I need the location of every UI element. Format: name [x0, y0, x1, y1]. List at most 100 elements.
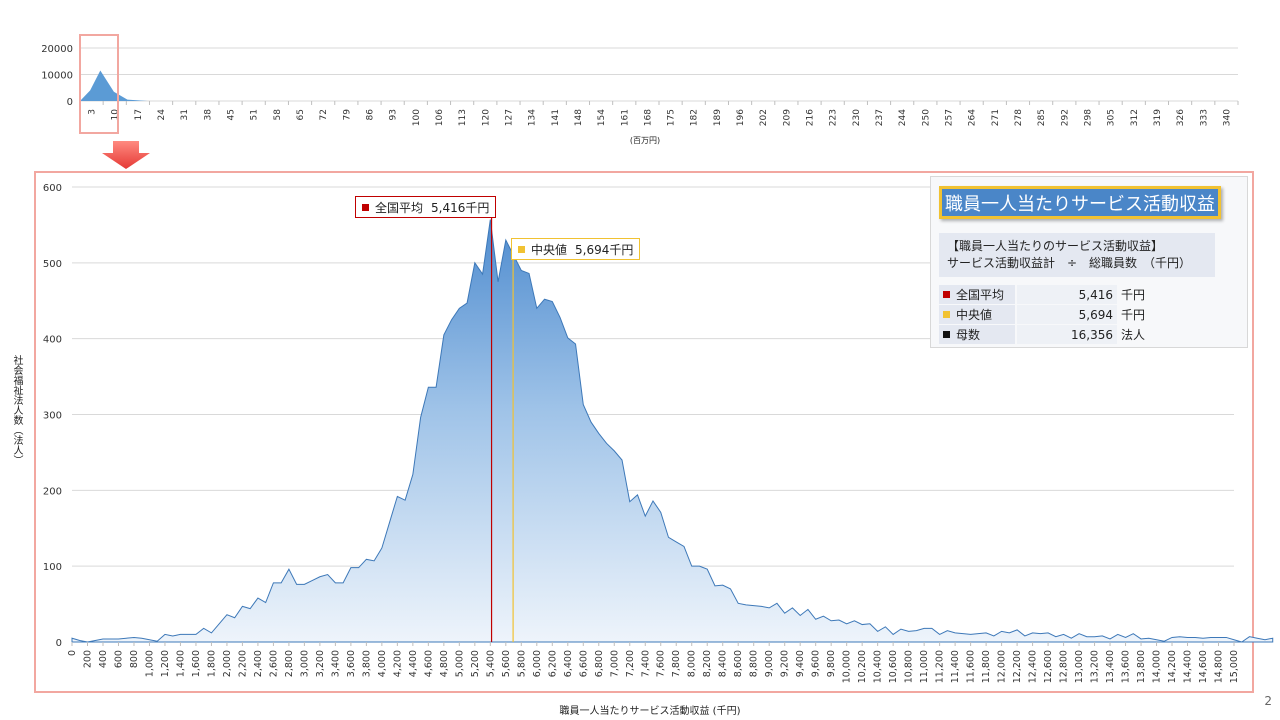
- overview-x-tick-label: 24: [157, 109, 167, 121]
- detail-x-tick-label: 4,800: [439, 650, 450, 677]
- overview-x-tick-label: 340: [1222, 109, 1232, 126]
- stat-label: 中央値: [956, 308, 993, 322]
- detail-x-tick-label: 2,000: [222, 650, 233, 677]
- overview-x-tick-label: 264: [968, 109, 978, 126]
- detail-x-tick-label: 10,800: [904, 650, 915, 683]
- detail-x-tick-label: 2,200: [237, 650, 248, 677]
- stat-unit: 千円: [1121, 308, 1146, 322]
- detail-x-tick-label: 1,000: [144, 650, 155, 677]
- overview-x-tick-label: 216: [806, 109, 816, 126]
- detail-x-tick-label: 9,600: [811, 650, 822, 677]
- overview-x-tick-label: 65: [296, 109, 306, 120]
- detail-x-tick-label: 13,000: [1074, 650, 1085, 683]
- detail-x-tick-label: 9,200: [780, 650, 791, 677]
- overview-x-tick-label: 72: [319, 109, 329, 120]
- detail-x-tick-label: 1,600: [191, 650, 202, 677]
- detail-x-tick-label: 6,800: [594, 650, 605, 677]
- detail-x-tick-label: 13,800: [1136, 650, 1147, 683]
- stat-row-mean: 全国平均 5,416 千円: [939, 285, 1239, 304]
- detail-x-tick-label: 8,400: [718, 650, 729, 677]
- formula-line-1: 【職員一人当たりのサービス活動収益】: [947, 239, 1164, 253]
- overview-x-tick-label: 312: [1130, 109, 1140, 126]
- overview-x-tick-label: 154: [597, 109, 607, 126]
- detail-x-tick-label: 15,000: [1229, 650, 1240, 683]
- detail-x-tick-label: 13,400: [1105, 650, 1116, 683]
- detail-x-tick-label: 2,400: [253, 650, 264, 677]
- detail-x-tick-label: 10,400: [873, 650, 884, 683]
- formula-box: 【職員一人当たりのサービス活動収益】 サービス活動収益計 ÷ 総職員数 （千円）: [939, 233, 1215, 277]
- overview-x-tick-label: 134: [528, 109, 538, 126]
- overview-x-tick-label: 278: [1014, 109, 1024, 126]
- overview-x-tick-label: 250: [921, 109, 931, 126]
- overview-x-tick-label: 333: [1199, 109, 1209, 126]
- overview-x-tick-label: 298: [1083, 109, 1093, 126]
- overview-x-tick-label: 51: [250, 109, 260, 120]
- overview-x-tick-label: 196: [736, 109, 746, 126]
- detail-x-tick-label: 6,400: [563, 650, 574, 677]
- overview-y-tick-label: 0: [67, 97, 73, 108]
- overview-x-tick-label: 141: [551, 109, 561, 126]
- formula-line-2: サービス活動収益計 ÷ 総職員数 （千円）: [947, 256, 1192, 270]
- median-callout-label: 中央値: [531, 242, 568, 257]
- detail-x-tick-label: 0: [67, 650, 78, 656]
- detail-x-tick-label: 5,200: [470, 650, 481, 677]
- detail-x-tick-label: 11,200: [935, 650, 946, 683]
- detail-x-tick-label: 11,600: [966, 650, 977, 683]
- detail-x-tick-label: 7,600: [656, 650, 667, 677]
- detail-x-tick-label: 1,200: [160, 650, 171, 677]
- detail-x-tick-label: 7,800: [671, 650, 682, 677]
- detail-x-tick-label: 4,200: [392, 650, 403, 677]
- detail-x-tick-label: 3,200: [315, 650, 326, 677]
- detail-x-tick-label: 14,600: [1198, 650, 1209, 683]
- detail-x-tick-label: 8,600: [733, 650, 744, 677]
- overview-x-tick-label: 93: [389, 109, 399, 120]
- detail-x-tick-label: 6,200: [547, 650, 558, 677]
- overview-x-tick-label: 168: [643, 109, 653, 126]
- overview-x-tick-label: 10: [111, 109, 121, 121]
- detail-y-tick-label: 600: [43, 183, 62, 194]
- detail-x-tick-label: 3,800: [361, 650, 372, 677]
- overview-x-tick-label: 182: [690, 109, 700, 126]
- detail-y-tick-label: 200: [43, 486, 62, 497]
- overview-x-tick-label: 271: [991, 109, 1001, 126]
- detail-x-tick-label: 5,600: [501, 650, 512, 677]
- detail-x-tick-label: 9,400: [795, 650, 806, 677]
- overview-x-tick-label: 237: [875, 109, 885, 126]
- overview-x-tick-label: 127: [504, 109, 514, 126]
- stat-value: 5,694: [1017, 305, 1117, 324]
- detail-x-tick-label: 13,200: [1090, 650, 1101, 683]
- stat-row-median: 中央値 5,694 千円: [939, 305, 1239, 324]
- overview-x-tick-label: 202: [759, 109, 769, 126]
- detail-x-tick-label: 5,000: [454, 650, 465, 677]
- detail-x-tick-label: 14,200: [1167, 650, 1178, 683]
- overview-x-tick-label: 106: [435, 109, 445, 126]
- count-legend-icon: [943, 331, 950, 338]
- overview-x-tick-label: 161: [620, 109, 630, 126]
- mean-callout-value: 5,416千円: [431, 200, 490, 215]
- overview-x-tick-label: 175: [667, 109, 677, 126]
- overview-x-tick-label: 244: [898, 109, 908, 126]
- detail-x-tick-label: 14,800: [1214, 650, 1225, 683]
- detail-x-tick-label: 8,000: [687, 650, 698, 677]
- overview-x-tick-label: 223: [829, 109, 839, 126]
- detail-x-tick-label: 5,800: [516, 650, 527, 677]
- mean-marker-icon: [362, 203, 369, 211]
- detail-y-tick-label: 400: [43, 335, 62, 346]
- detail-y-tick-label: 100: [43, 562, 62, 573]
- detail-x-tick-label: 7,400: [640, 650, 651, 677]
- stat-label: 母数: [956, 328, 981, 342]
- overview-x-tick-label: 292: [1060, 109, 1070, 126]
- mean-legend-icon: [943, 291, 950, 298]
- detail-x-tick-label: 200: [82, 650, 93, 668]
- detail-x-tick-label: 6,600: [578, 650, 589, 677]
- overview-y-tick-label: 20000: [41, 44, 73, 55]
- median-callout: 中央値 5,694千円: [511, 238, 641, 260]
- stat-unit: 法人: [1121, 328, 1146, 342]
- overview-x-tick-label: 113: [458, 109, 468, 126]
- detail-x-tick-label: 10,000: [842, 650, 853, 683]
- overview-x-tick-label: 79: [342, 109, 352, 121]
- detail-x-tick-label: 4,400: [408, 650, 419, 677]
- detail-x-tick-label: 10,600: [888, 650, 899, 683]
- detail-x-tick-label: 5,400: [485, 650, 496, 677]
- stat-value: 16,356: [1017, 325, 1117, 344]
